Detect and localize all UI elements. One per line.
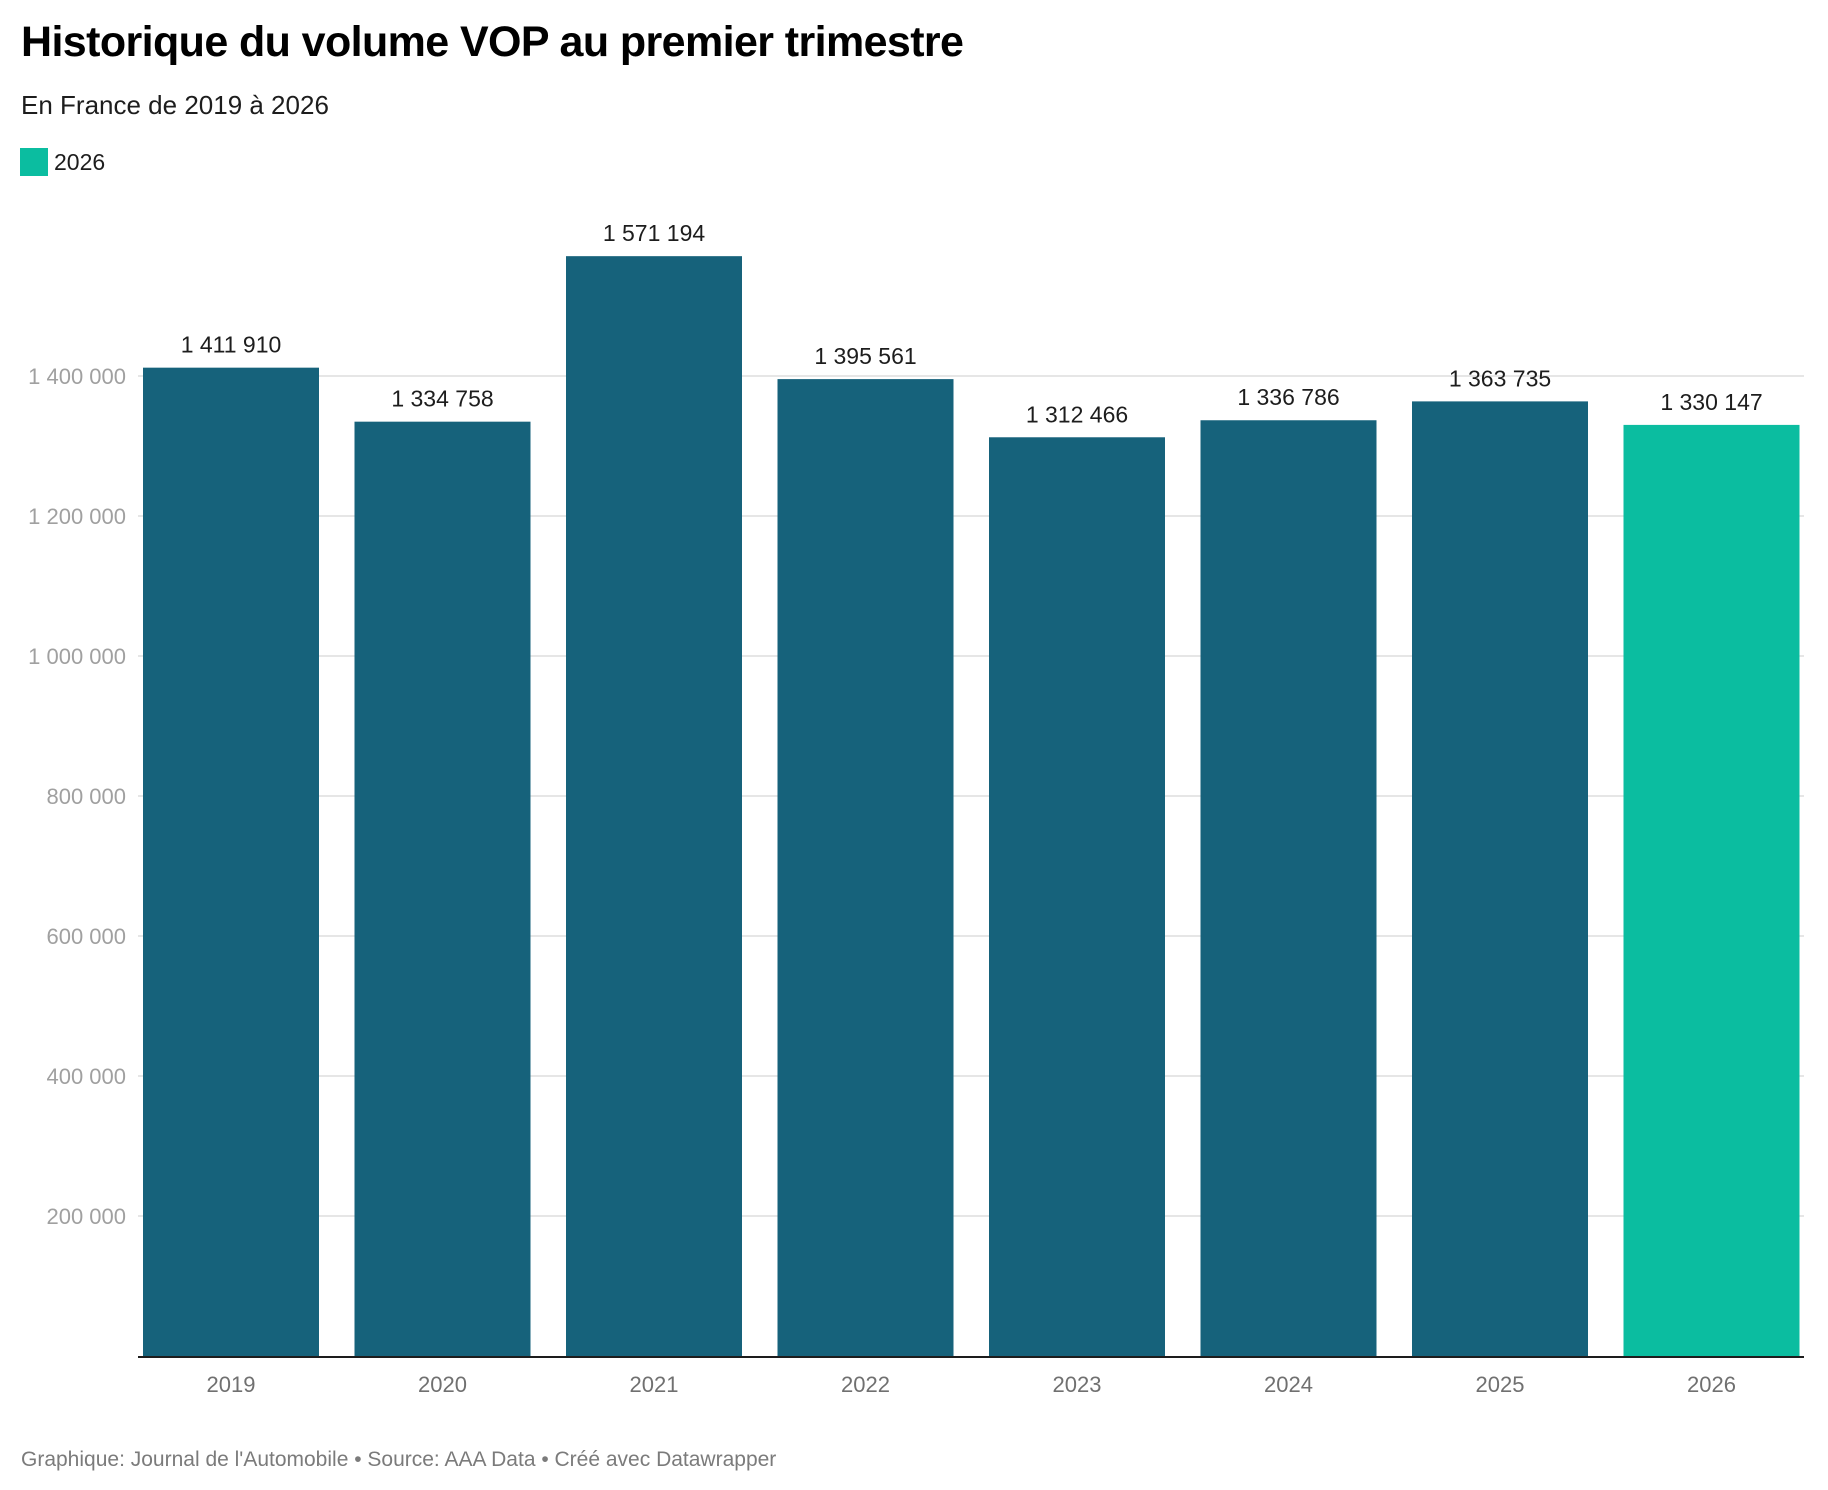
bar-2023 bbox=[989, 437, 1165, 1356]
legend: 2026 bbox=[20, 148, 105, 176]
x-tick-label-2021: 2021 bbox=[630, 1372, 679, 1397]
value-label-2021: 1 571 194 bbox=[603, 220, 706, 246]
y-tick-label: 600 000 bbox=[46, 924, 126, 949]
legend-swatch-2026 bbox=[20, 148, 48, 176]
x-tick-label-2024: 2024 bbox=[1264, 1372, 1313, 1397]
y-tick-label: 1 000 000 bbox=[28, 644, 126, 669]
value-label-2019: 1 411 910 bbox=[181, 332, 282, 358]
chart-footer: Graphique: Journal de l'Automobile • Sou… bbox=[21, 1448, 777, 1471]
x-tick-label-2025: 2025 bbox=[1476, 1372, 1525, 1397]
chart-title: Historique du volume VOP au premier trim… bbox=[21, 18, 964, 66]
y-tick-label: 1 200 000 bbox=[28, 504, 126, 529]
chart-subtitle: En France de 2019 à 2026 bbox=[21, 90, 329, 120]
y-tick-label: 800 000 bbox=[46, 784, 126, 809]
bar-2019 bbox=[143, 367, 319, 1357]
value-label-2023: 1 312 466 bbox=[1026, 401, 1128, 427]
legend-label-2026: 2026 bbox=[54, 148, 106, 175]
value-label-2022: 1 395 561 bbox=[814, 343, 916, 369]
x-tick-label-2020: 2020 bbox=[418, 1372, 467, 1397]
value-label-2020: 1 334 758 bbox=[391, 386, 493, 412]
y-tick-label: 200 000 bbox=[46, 1204, 126, 1229]
y-tick-label: 1 400 000 bbox=[28, 364, 126, 389]
x-tick-label-2023: 2023 bbox=[1053, 1372, 1102, 1397]
x-tick-label-2019: 2019 bbox=[207, 1372, 256, 1397]
bar-2024 bbox=[1200, 420, 1377, 1357]
bar-2022 bbox=[777, 379, 954, 1356]
value-label-2025: 1 363 735 bbox=[1449, 365, 1551, 391]
x-axis-labels: 2019 2020 2021 2022 2023 2024 2025 2026 bbox=[207, 1372, 1736, 1397]
value-labels: 1 411 910 1 334 758 1 571 194 1 395 561 1 31… bbox=[181, 220, 1763, 427]
bars bbox=[143, 256, 1800, 1357]
bar-2025 bbox=[1412, 401, 1588, 1356]
bar-chart: 200 000 400 000 600 000 800 000 1 000 000 1 2… bbox=[28, 220, 1804, 1397]
bar-2020 bbox=[354, 421, 531, 1356]
value-label-2024: 1 336 786 bbox=[1237, 384, 1339, 410]
y-tick-label: 400 000 bbox=[46, 1064, 126, 1089]
value-label-2026: 1 330 147 bbox=[1660, 389, 1762, 415]
bar-2021 bbox=[566, 256, 742, 1357]
x-tick-label-2026: 2026 bbox=[1687, 1372, 1736, 1397]
x-tick-label-2022: 2022 bbox=[841, 1372, 890, 1397]
y-axis-labels: 200 000 400 000 600 000 800 000 1 000 000 1 2… bbox=[28, 364, 126, 1229]
bar-2026 bbox=[1623, 424, 1800, 1356]
